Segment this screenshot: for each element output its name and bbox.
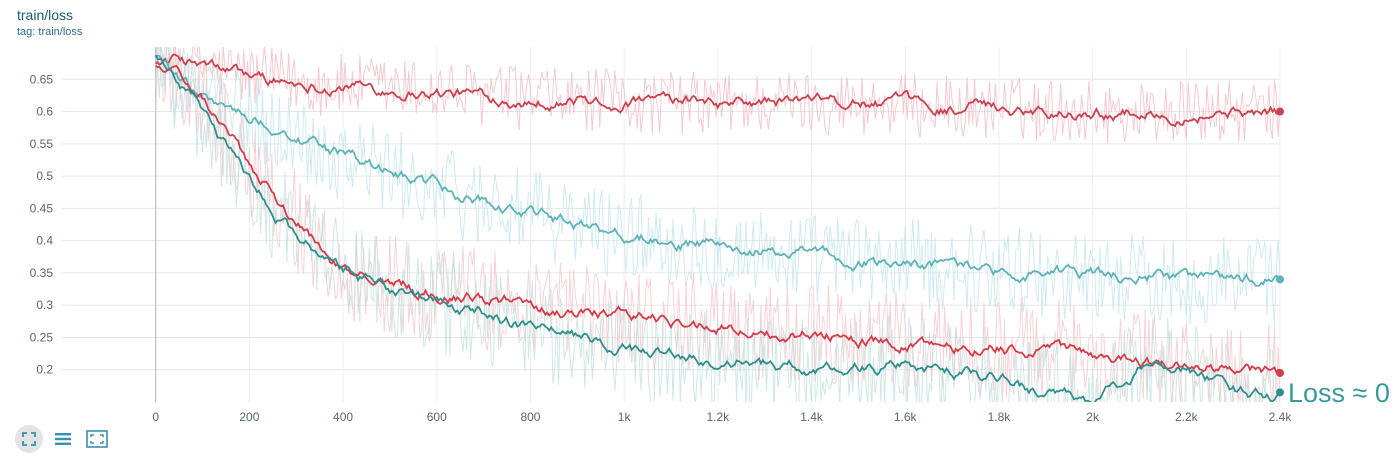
x-tick-label: 600 [427, 410, 447, 424]
series-end-marker [1276, 275, 1284, 284]
x-tick-label: 400 [333, 410, 353, 424]
y-tick-label: 0.35 [30, 266, 54, 280]
chart-tag: tag: train/loss [17, 26, 83, 38]
expand-icon [86, 430, 108, 448]
x-tick-label: 1.2k [707, 410, 731, 424]
x-tick-label: 0 [152, 410, 159, 424]
x-tick-label: 1.8k [988, 410, 1012, 424]
y-tick-label: 0.5 [36, 169, 53, 183]
expand-chart-button[interactable] [83, 425, 111, 453]
x-tick-label: 200 [239, 410, 259, 424]
y-tick-label: 0.65 [30, 72, 54, 86]
y-tick-label: 0.3 [36, 298, 53, 312]
y-tick-label: 0.4 [36, 234, 53, 248]
smoothed-series-line [155, 53, 1280, 128]
x-tick-label: 1.4k [800, 410, 824, 424]
x-tick-label: 1.6k [894, 410, 918, 424]
y-tick-label: 0.6 [36, 105, 53, 119]
chart-title: train/loss [17, 7, 74, 23]
x-tick-label: 2k [1086, 410, 1100, 424]
toggle-log-button[interactable] [49, 425, 77, 453]
series-end-markers [1276, 107, 1284, 397]
y-axis-labels: 0.2 0.25 0.3 0.35 0.4 0.45 0.5 0.55 0.6 0.65 [30, 72, 54, 376]
x-axis-labels: 0 200 400 600 800 1k 1.2k 1.4k 1.6k 1.8k 2k 2.2k 2.4… [152, 410, 1292, 424]
x-tick-label: 2.2k [1175, 410, 1199, 424]
series-end-marker [1276, 107, 1284, 116]
smoothed-series-line [154, 54, 1280, 402]
smoothed-series-line [155, 64, 1280, 375]
y-tick-label: 0.55 [30, 137, 54, 151]
y-tick-label: 0.25 [30, 330, 54, 344]
fit-domain-button[interactable] [15, 425, 43, 453]
toggle-log-icon [55, 433, 71, 445]
x-tick-label: 1k [618, 410, 632, 424]
y-tick-label: 0.45 [30, 201, 54, 215]
loss-chart: 0 200 400 600 800 1k 1.2k 1.4k 1.6k 1.8k 2k 2.2k 2.4… [30, 47, 1390, 424]
series-end-marker [1276, 368, 1284, 377]
smoothed-series-line [155, 54, 1280, 287]
raw-series-line [155, 47, 1280, 325]
smoothed-series-group [154, 53, 1280, 402]
chart-toolbar [15, 425, 111, 453]
series-end-marker [1276, 388, 1284, 397]
x-tick-label: 800 [520, 410, 540, 424]
raw-series-line [156, 47, 1280, 402]
loss-annotation: Loss ≈ 0 [1288, 378, 1390, 408]
y-tick-label: 0.2 [36, 363, 53, 377]
x-tick-label: 2.4k [1269, 410, 1293, 424]
fit-domain-icon [22, 432, 36, 446]
